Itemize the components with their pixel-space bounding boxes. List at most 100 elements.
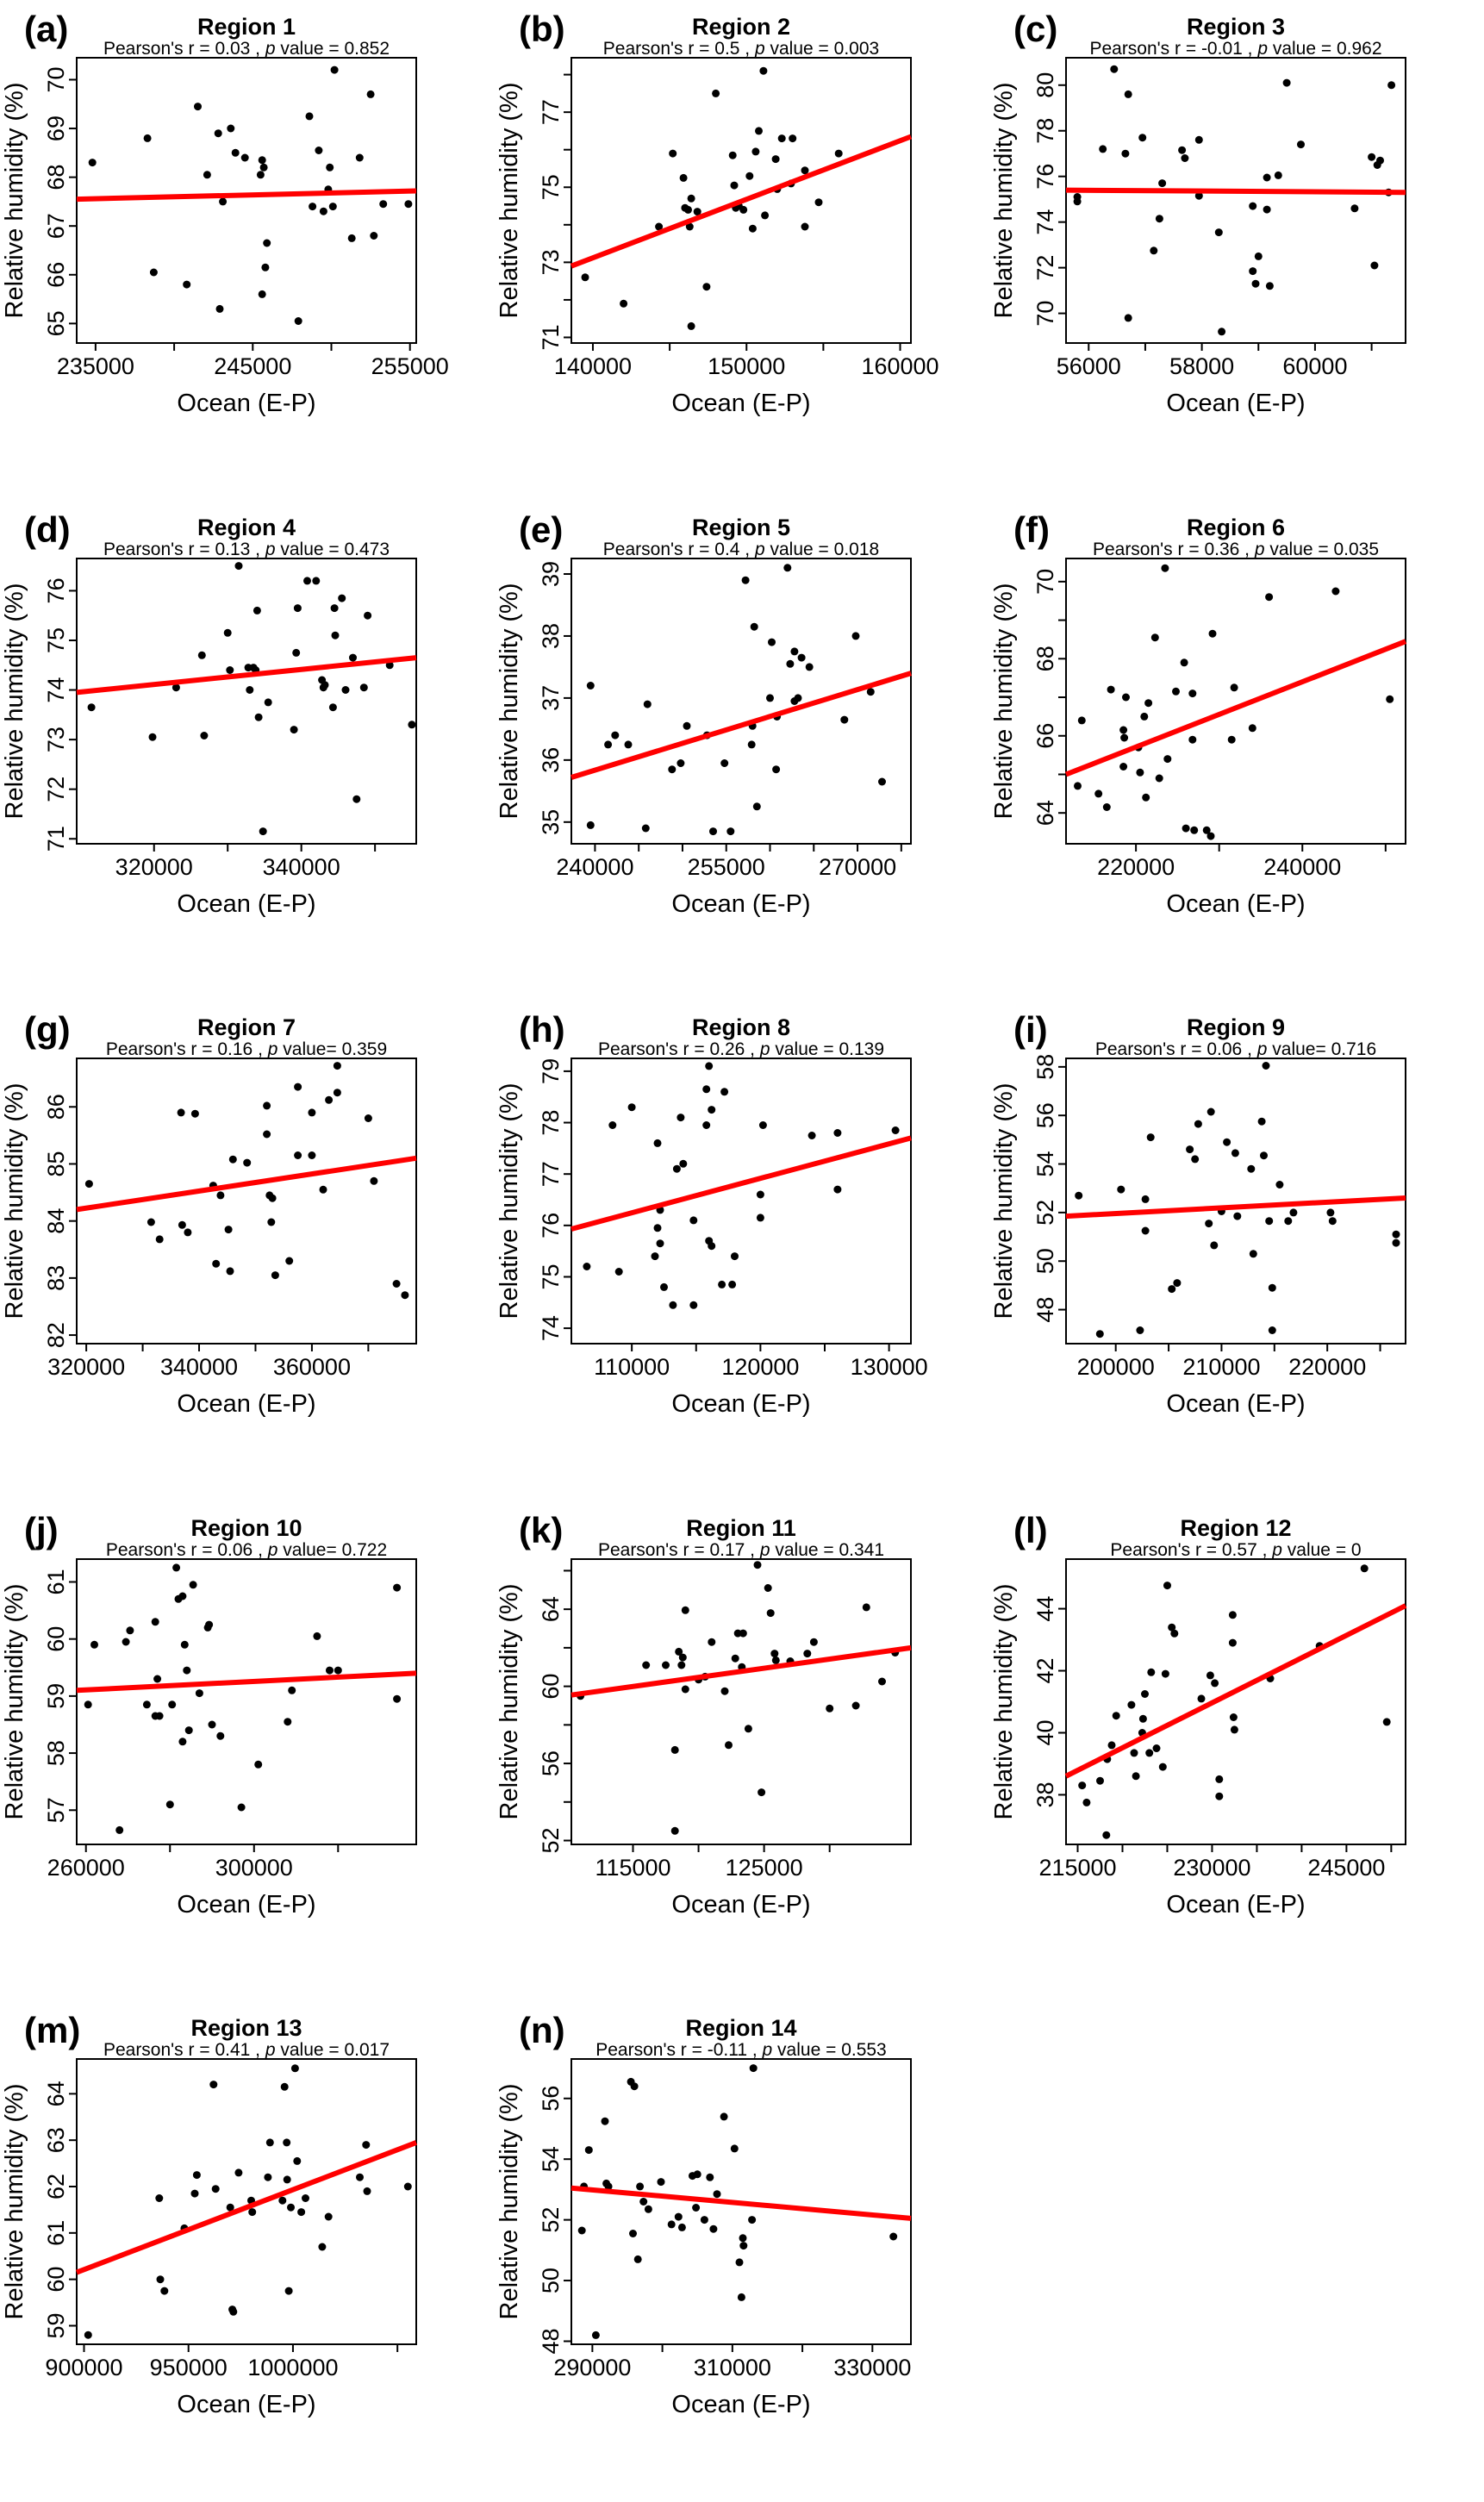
- x-axis-title: Ocean (E-P): [1166, 890, 1305, 918]
- x-tick-label: 60000: [1282, 353, 1347, 379]
- data-point: [312, 577, 321, 585]
- data-point: [891, 1126, 900, 1134]
- data-point: [319, 1185, 327, 1194]
- data-point: [1096, 1776, 1104, 1785]
- y-axis-title: Relative humidity (%): [990, 1584, 1018, 1820]
- data-point: [1158, 179, 1167, 188]
- data-point: [1155, 215, 1163, 223]
- subtitle-p-symbol: p: [759, 1540, 770, 1560]
- data-point: [681, 1606, 689, 1614]
- data-point: [1215, 1775, 1224, 1783]
- y-axis-title: Relative humidity (%): [496, 583, 523, 820]
- data-point: [366, 90, 375, 98]
- y-tick-label: 54: [1032, 1151, 1058, 1177]
- data-point: [393, 1583, 402, 1592]
- data-point: [1228, 1611, 1237, 1619]
- data-point: [287, 2203, 295, 2212]
- data-point: [234, 562, 243, 571]
- panel-g: (g) Region 7 Pearson's r = 0.16 , p value=…: [0, 1001, 495, 1501]
- data-point: [297, 2208, 306, 2217]
- y-tick-label: 76: [538, 1213, 564, 1239]
- data-point: [1102, 1831, 1111, 1839]
- data-point: [708, 1638, 716, 1646]
- subtitle-p-symbol: p: [265, 2040, 276, 2060]
- data-point: [1284, 1217, 1293, 1226]
- y-tick-label: 74: [1032, 209, 1058, 235]
- panel-title: Region 4: [197, 515, 296, 540]
- subtitle-p-symbol: p: [759, 1039, 770, 1059]
- y-tick-label: 52: [538, 1828, 564, 1854]
- x-tick-label: 255000: [371, 353, 449, 379]
- data-point: [1282, 78, 1291, 87]
- data-point: [1265, 593, 1274, 602]
- data-point: [674, 2212, 683, 2221]
- data-point: [1207, 1107, 1215, 1116]
- data-point: [1191, 1155, 1200, 1164]
- data-point: [1194, 135, 1203, 144]
- data-point: [1155, 774, 1163, 783]
- data-point: [720, 2112, 728, 2121]
- data-point: [393, 1694, 402, 1703]
- data-point: [653, 1139, 662, 1147]
- panel-l: (l) Region 12 Pearson's r = 0.57 , p value…: [989, 1501, 1484, 2002]
- data-point: [318, 2243, 327, 2251]
- data-point: [771, 155, 780, 164]
- panel-k: (k) Region 11 Pearson's r = 0.17 , p value…: [495, 1501, 989, 2002]
- y-tick-label: 86: [43, 1094, 69, 1120]
- data-point: [294, 317, 302, 325]
- trend-line: [1064, 1603, 1407, 1779]
- subtitle-p-symbol: p: [265, 39, 276, 59]
- data-point: [1268, 1326, 1276, 1334]
- data-point: [1150, 246, 1158, 255]
- x-tick-label: 200000: [1077, 1354, 1155, 1380]
- data-point: [294, 1083, 302, 1091]
- plot-box: [1065, 558, 1406, 845]
- subtitle-p-symbol: p: [267, 1039, 278, 1059]
- panel-title: Region 5: [692, 515, 790, 540]
- data-point: [1132, 1772, 1140, 1781]
- subtitle-r-text: Pearson's r = 0.06 ,: [1095, 1039, 1257, 1059]
- x-tick-label: 215000: [1038, 1855, 1116, 1881]
- panel-title: Region 10: [190, 1515, 302, 1541]
- data-point: [1163, 1582, 1171, 1590]
- panel-letter-label: (g): [24, 1009, 71, 1050]
- data-point: [1194, 191, 1203, 200]
- data-point: [1230, 1725, 1238, 1734]
- data-point: [364, 1114, 372, 1122]
- plot-box: [571, 1058, 912, 1345]
- data-point: [229, 2307, 238, 2316]
- y-axis-title: Relative humidity (%): [1, 1083, 28, 1320]
- data-point: [330, 66, 339, 74]
- y-tick-label: 52: [1032, 1200, 1058, 1226]
- data-point: [142, 1700, 151, 1709]
- plot-box: [571, 57, 912, 344]
- data-point: [728, 151, 737, 159]
- data-point: [749, 2064, 758, 2073]
- data-point: [224, 1226, 233, 1234]
- data-point: [744, 1725, 752, 1733]
- subtitle-p-text: value = 0.003: [765, 39, 880, 59]
- data-point: [759, 66, 768, 75]
- data-point: [655, 222, 664, 231]
- data-point: [730, 181, 739, 190]
- data-point: [122, 1638, 130, 1646]
- y-tick-label: 85: [43, 1151, 69, 1176]
- data-point: [790, 647, 799, 656]
- trend-line: [571, 671, 912, 780]
- y-axis-title: Relative humidity (%): [990, 583, 1018, 820]
- y-tick-label: 39: [538, 561, 564, 587]
- data-point: [1386, 695, 1394, 703]
- data-point: [1158, 1763, 1167, 1771]
- y-tick-label: 68: [43, 165, 69, 190]
- data-point: [370, 232, 378, 240]
- y-axis-title: Relative humidity (%): [990, 1083, 1018, 1320]
- plot-box: [76, 2058, 417, 2345]
- y-tick-label: 84: [43, 1208, 69, 1234]
- data-point: [84, 1700, 92, 1709]
- data-point: [1223, 1138, 1231, 1146]
- panel-subtitle: Pearson's r = 0.26 , p value = 0.139: [598, 1039, 884, 1059]
- subtitle-p-text: value = 0.852: [276, 39, 390, 59]
- data-point: [290, 726, 298, 734]
